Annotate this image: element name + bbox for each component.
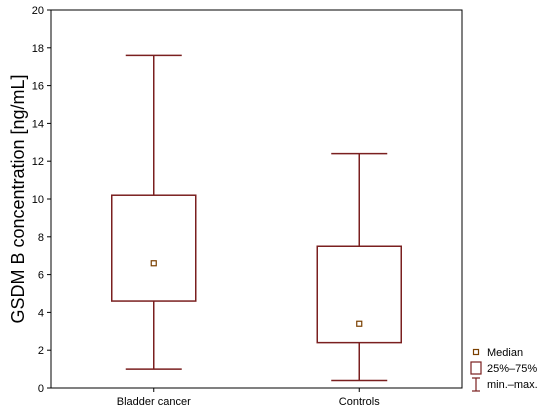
legend-whisker-label: min.–max. bbox=[487, 379, 538, 391]
median-marker bbox=[150, 260, 157, 267]
box-group bbox=[316, 152, 402, 382]
y-tick-label: 2 bbox=[38, 345, 44, 357]
y-axis-title: GSDM B concentration [ng/mL] bbox=[8, 74, 28, 323]
y-tick-label: 16 bbox=[32, 81, 44, 93]
boxes-layer bbox=[111, 54, 402, 382]
box-group bbox=[111, 54, 197, 370]
y-tick-label: 12 bbox=[32, 156, 44, 168]
y-tick-label: 14 bbox=[32, 118, 44, 130]
median-marker bbox=[356, 320, 363, 327]
legend-box-swatch bbox=[470, 361, 482, 375]
legend: Median 25%–75% min.–max. bbox=[470, 347, 538, 392]
x-tick-label: Bladder cancer bbox=[117, 396, 191, 408]
y-tick-label: 6 bbox=[38, 270, 44, 282]
y-tick-label: 8 bbox=[38, 232, 44, 244]
legend-box-label: 25%–75% bbox=[487, 363, 537, 375]
y-tick-label: 0 bbox=[38, 383, 44, 395]
x-axis: Bladder cancer Controls bbox=[117, 388, 380, 408]
legend-median-swatch bbox=[472, 348, 480, 356]
iqr-box bbox=[111, 194, 197, 302]
legend-median-label: Median bbox=[487, 347, 523, 359]
y-axis: 0 2 4 6 8 10 12 14 16 18 20 bbox=[32, 5, 51, 395]
y-tick-label: 4 bbox=[38, 307, 44, 319]
y-tick-label: 18 bbox=[32, 43, 44, 55]
iqr-box bbox=[316, 245, 402, 344]
y-tick-label: 10 bbox=[32, 194, 44, 206]
x-tick-label: Controls bbox=[339, 396, 380, 408]
y-tick-label: 20 bbox=[32, 5, 44, 17]
